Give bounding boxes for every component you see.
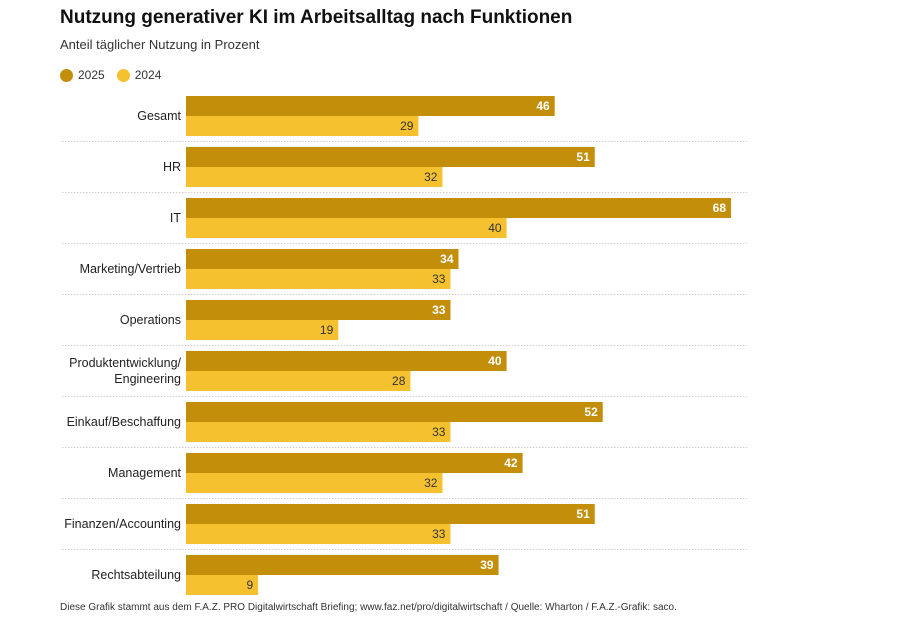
value-label-2025-operations: 33 [432, 303, 446, 317]
bar-2024-hr [186, 167, 443, 187]
bar-2024-finanzen-accounting [186, 524, 451, 544]
legend: 2025 2024 [60, 68, 173, 82]
value-label-2024-it: 40 [488, 221, 502, 235]
category-label-gesamt: Gesamt [137, 109, 181, 123]
value-label-2024-operations: 19 [320, 323, 334, 337]
legend-label-2025: 2025 [78, 68, 105, 82]
bar-2024-produktentwicklung-engineering [186, 371, 411, 391]
legend-item-2025: 2025 [60, 68, 105, 82]
bar-2025-management [186, 453, 523, 473]
value-label-2025-produktentwicklung-engineering: 40 [488, 354, 502, 368]
value-label-2025-hr: 51 [576, 150, 590, 164]
value-label-2025-finanzen-accounting: 51 [576, 507, 590, 521]
bar-2025-rechtsabteilung [186, 555, 499, 575]
value-label-2024-finanzen-accounting: 33 [432, 527, 446, 541]
value-label-2024-marketing-vertrieb: 33 [432, 272, 446, 286]
value-label-2024-gesamt: 29 [400, 119, 414, 133]
legend-label-2024: 2024 [134, 68, 162, 82]
value-label-2024-hr: 32 [424, 170, 438, 184]
value-label-2025-gesamt: 46 [536, 99, 550, 113]
bar-2025-operations [186, 300, 451, 320]
category-label-hr: HR [163, 160, 181, 174]
bar-2025-it [186, 198, 731, 218]
legend-swatch-2025 [60, 68, 73, 82]
bar-2024-rechtsabteilung [186, 575, 259, 595]
category-label-marketing-vertrieb: Marketing/Vertrieb [80, 262, 181, 276]
value-label-2025-einkauf-beschaffung: 52 [584, 405, 598, 419]
category-label-finanzen-accounting: Finanzen/Accounting [64, 517, 181, 531]
value-label-2024-rechtsabteilung: 9 [246, 578, 253, 592]
category-label-operations: Operations [120, 313, 181, 327]
bar-2025-marketing-vertrieb [186, 249, 459, 269]
legend-item-2024: 2024 [116, 68, 162, 82]
value-label-2025-marketing-vertrieb: 34 [440, 252, 454, 266]
value-label-2025-management: 42 [504, 456, 518, 470]
source-footer: Diese Grafik stammt aus dem F.A.Z. PRO D… [60, 602, 677, 613]
value-label-2024-einkauf-beschaffung: 33 [432, 425, 446, 439]
bar-chart: Gesamt 46 29 HR 51 32 IT 68 40 Marketing/Vertrieb… [62, 96, 747, 595]
bar-2024-marketing-vertrieb [186, 269, 451, 289]
category-label-rechtsabteilung: Rechtsabteilung [91, 568, 181, 582]
bar-2025-finanzen-accounting [186, 504, 595, 524]
value-label-2025-rechtsabteilung: 39 [480, 558, 494, 572]
bar-2025-hr [186, 147, 595, 167]
legend-swatch-2024 [116, 68, 130, 82]
category-label-management: Management [108, 466, 181, 480]
bar-2024-management [186, 473, 443, 493]
bar-2025-produktentwicklung-engineering [186, 351, 507, 371]
category-label-einkauf-beschaffung: Einkauf/Beschaffung [67, 415, 181, 429]
bar-2025-einkauf-beschaffung [186, 402, 603, 422]
value-label-2024-management: 32 [424, 476, 438, 490]
bar-2025-gesamt [186, 96, 555, 116]
category-label-produktentwicklung-engineering: Produktentwicklung/Engineering [69, 356, 181, 386]
value-label-2024-produktentwicklung-engineering: 28 [392, 374, 406, 388]
value-label-2025-it: 68 [713, 201, 727, 215]
bar-2024-gesamt [186, 116, 419, 136]
chart-subtitle: Anteil täglicher Nutzung in Prozent [60, 37, 260, 52]
category-label-it: IT [170, 211, 181, 225]
bar-2024-einkauf-beschaffung [186, 422, 451, 442]
bar-2024-operations [186, 320, 339, 340]
chart-title: Nutzung generativer KI im Arbeitsalltag … [60, 7, 573, 28]
bar-2024-it [186, 218, 507, 238]
